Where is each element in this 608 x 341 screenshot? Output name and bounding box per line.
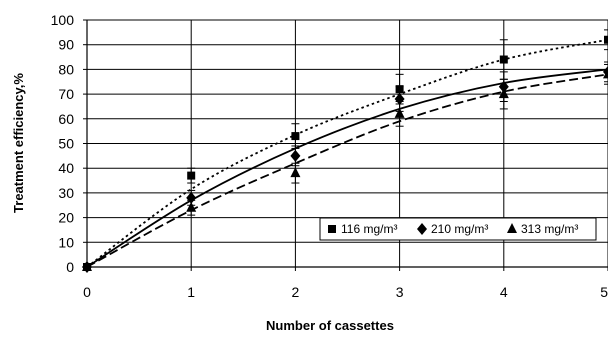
data-point-square	[499, 55, 508, 64]
legend: 116 mg/m³ 210 mg/m³ 313 mg/m³	[319, 217, 597, 241]
y-axis-title: Treatment efficiency,%	[11, 73, 26, 213]
x-tick-label: 0	[83, 284, 91, 300]
legend-box	[319, 217, 597, 241]
x-tick-label: 5	[600, 284, 608, 300]
trend-line-triangle	[86, 73, 608, 268]
y-tick-label: 90	[58, 37, 74, 53]
trend-line-diamond	[86, 68, 608, 268]
legend-label: 210 mg/m³	[431, 222, 488, 236]
trend-lines	[86, 38, 608, 268]
y-tick-label: 0	[66, 259, 74, 275]
legend-marker-triangle	[507, 223, 517, 233]
data-point-triangle	[290, 167, 301, 178]
y-tick-label: 60	[58, 111, 74, 127]
y-tick-label: 20	[58, 210, 74, 226]
y-tick-label: 80	[58, 61, 74, 77]
legend-marker-square	[328, 225, 336, 233]
data-point-square	[187, 171, 196, 180]
data-point-triangle	[603, 68, 608, 79]
data-point-square	[604, 35, 608, 44]
data-point-diamond	[290, 149, 301, 162]
data-point-diamond	[394, 93, 405, 106]
data-point-triangle	[82, 261, 92, 271]
data-point-triangle	[498, 88, 509, 99]
x-tick-label: 4	[500, 284, 508, 300]
x-tick-label: 3	[396, 284, 404, 300]
tick-labels: 0 10 20 30 40 50 60 70 80 90 100 0 1 2 3 4 5	[51, 12, 608, 300]
data-point-diamond	[498, 80, 509, 93]
axes	[83, 19, 608, 271]
legend-label: 313 mg/m³	[521, 222, 578, 236]
data-point-diamond	[186, 191, 197, 204]
data-point-triangle	[394, 107, 405, 118]
data-points	[82, 35, 608, 273]
x-tick-label: 1	[187, 284, 195, 300]
x-tick-label: 2	[292, 284, 300, 300]
y-tick-label: 40	[58, 160, 74, 176]
data-point-triangle	[186, 201, 197, 212]
data-point-square	[291, 132, 300, 141]
legend-marker-diamond	[417, 223, 427, 235]
y-tick-label: 100	[51, 12, 75, 28]
y-tick-label: 10	[58, 234, 74, 250]
y-tick-label: 70	[58, 86, 74, 102]
legend-label: 116 mg/m³	[341, 222, 397, 236]
y-tick-label: 30	[58, 185, 74, 201]
y-tick-label: 50	[58, 136, 74, 152]
data-point-square	[395, 85, 404, 94]
trend-line-square	[86, 38, 608, 268]
x-axis-title: Number of cassettes	[266, 318, 394, 333]
